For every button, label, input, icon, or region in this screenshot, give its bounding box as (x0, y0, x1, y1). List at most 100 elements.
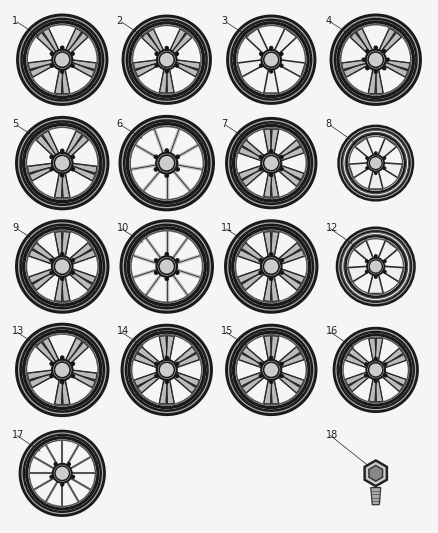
Circle shape (71, 271, 74, 274)
Circle shape (71, 374, 74, 378)
Circle shape (264, 52, 279, 67)
Circle shape (235, 231, 307, 302)
Circle shape (71, 362, 74, 366)
Circle shape (259, 374, 263, 377)
Polygon shape (27, 370, 53, 380)
Wedge shape (241, 271, 261, 286)
Circle shape (156, 256, 177, 277)
Polygon shape (279, 372, 304, 386)
Polygon shape (348, 348, 370, 366)
Text: 2: 2 (117, 16, 123, 26)
Wedge shape (354, 31, 370, 51)
Circle shape (159, 155, 175, 171)
Wedge shape (242, 351, 261, 365)
Circle shape (175, 52, 179, 55)
Circle shape (130, 126, 203, 200)
Wedge shape (268, 279, 275, 300)
Circle shape (280, 64, 283, 67)
Circle shape (165, 46, 169, 50)
Circle shape (344, 338, 408, 402)
Circle shape (176, 259, 179, 262)
Wedge shape (242, 168, 261, 182)
Circle shape (176, 271, 179, 274)
Polygon shape (385, 60, 410, 70)
Text: 10: 10 (117, 223, 129, 233)
Circle shape (367, 360, 385, 379)
Polygon shape (278, 346, 301, 366)
Wedge shape (30, 166, 51, 176)
Wedge shape (242, 144, 261, 158)
Circle shape (374, 152, 377, 155)
Polygon shape (241, 271, 265, 290)
Wedge shape (177, 62, 198, 72)
Polygon shape (159, 379, 167, 405)
Polygon shape (375, 338, 383, 361)
Wedge shape (242, 375, 261, 389)
Text: 3: 3 (221, 16, 227, 26)
Polygon shape (159, 69, 167, 93)
Polygon shape (348, 266, 369, 282)
Circle shape (159, 362, 174, 377)
Polygon shape (278, 271, 301, 290)
Wedge shape (74, 166, 95, 176)
Circle shape (50, 475, 53, 479)
Polygon shape (159, 335, 167, 361)
Polygon shape (36, 33, 57, 54)
Polygon shape (271, 231, 279, 257)
Circle shape (26, 127, 98, 199)
Circle shape (349, 239, 403, 294)
Circle shape (269, 173, 273, 177)
Circle shape (366, 157, 368, 159)
Circle shape (366, 50, 369, 53)
Circle shape (30, 441, 95, 506)
Circle shape (366, 50, 386, 70)
Polygon shape (237, 60, 263, 77)
Polygon shape (28, 269, 54, 284)
Text: 8: 8 (325, 119, 332, 130)
Polygon shape (62, 379, 70, 405)
Polygon shape (176, 60, 200, 69)
Wedge shape (177, 375, 196, 389)
Polygon shape (67, 33, 88, 54)
Circle shape (52, 50, 72, 70)
Circle shape (280, 259, 284, 262)
Text: 6: 6 (117, 119, 123, 130)
Circle shape (54, 259, 70, 274)
Circle shape (60, 174, 64, 177)
Circle shape (259, 259, 262, 262)
Polygon shape (137, 374, 160, 393)
Polygon shape (382, 348, 403, 366)
Polygon shape (348, 374, 370, 392)
Circle shape (176, 167, 180, 171)
Circle shape (374, 276, 377, 278)
Polygon shape (71, 370, 97, 380)
Text: 13: 13 (12, 326, 24, 336)
Circle shape (374, 46, 378, 50)
Polygon shape (278, 243, 301, 262)
Circle shape (383, 157, 386, 159)
Polygon shape (134, 353, 159, 368)
Circle shape (384, 374, 387, 377)
Polygon shape (345, 372, 368, 385)
Circle shape (349, 136, 403, 190)
Circle shape (50, 271, 53, 274)
Wedge shape (163, 337, 170, 358)
Polygon shape (279, 165, 304, 180)
Circle shape (27, 25, 97, 95)
Circle shape (366, 167, 368, 169)
Circle shape (280, 52, 283, 55)
Wedge shape (373, 340, 379, 359)
Polygon shape (137, 346, 160, 366)
Circle shape (374, 379, 378, 383)
Polygon shape (175, 372, 200, 386)
Polygon shape (375, 378, 383, 402)
Polygon shape (356, 28, 373, 52)
Wedge shape (68, 134, 85, 154)
Circle shape (366, 67, 369, 70)
Wedge shape (73, 62, 94, 73)
Circle shape (342, 26, 410, 94)
Circle shape (368, 363, 383, 377)
Circle shape (155, 64, 158, 67)
Wedge shape (72, 271, 92, 286)
Polygon shape (264, 335, 272, 361)
